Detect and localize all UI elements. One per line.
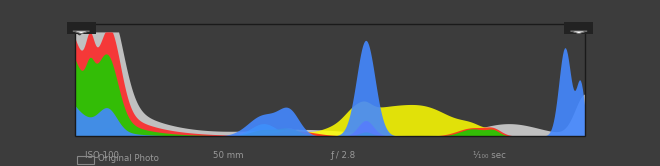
Text: ISO 100: ISO 100 xyxy=(84,151,119,160)
Text: Original Photo: Original Photo xyxy=(98,154,159,163)
Text: ¹⁄₁₀₀ sec: ¹⁄₁₀₀ sec xyxy=(473,151,506,160)
Text: ƒ / 2.8: ƒ / 2.8 xyxy=(330,151,355,160)
Text: 50 mm: 50 mm xyxy=(213,151,243,160)
